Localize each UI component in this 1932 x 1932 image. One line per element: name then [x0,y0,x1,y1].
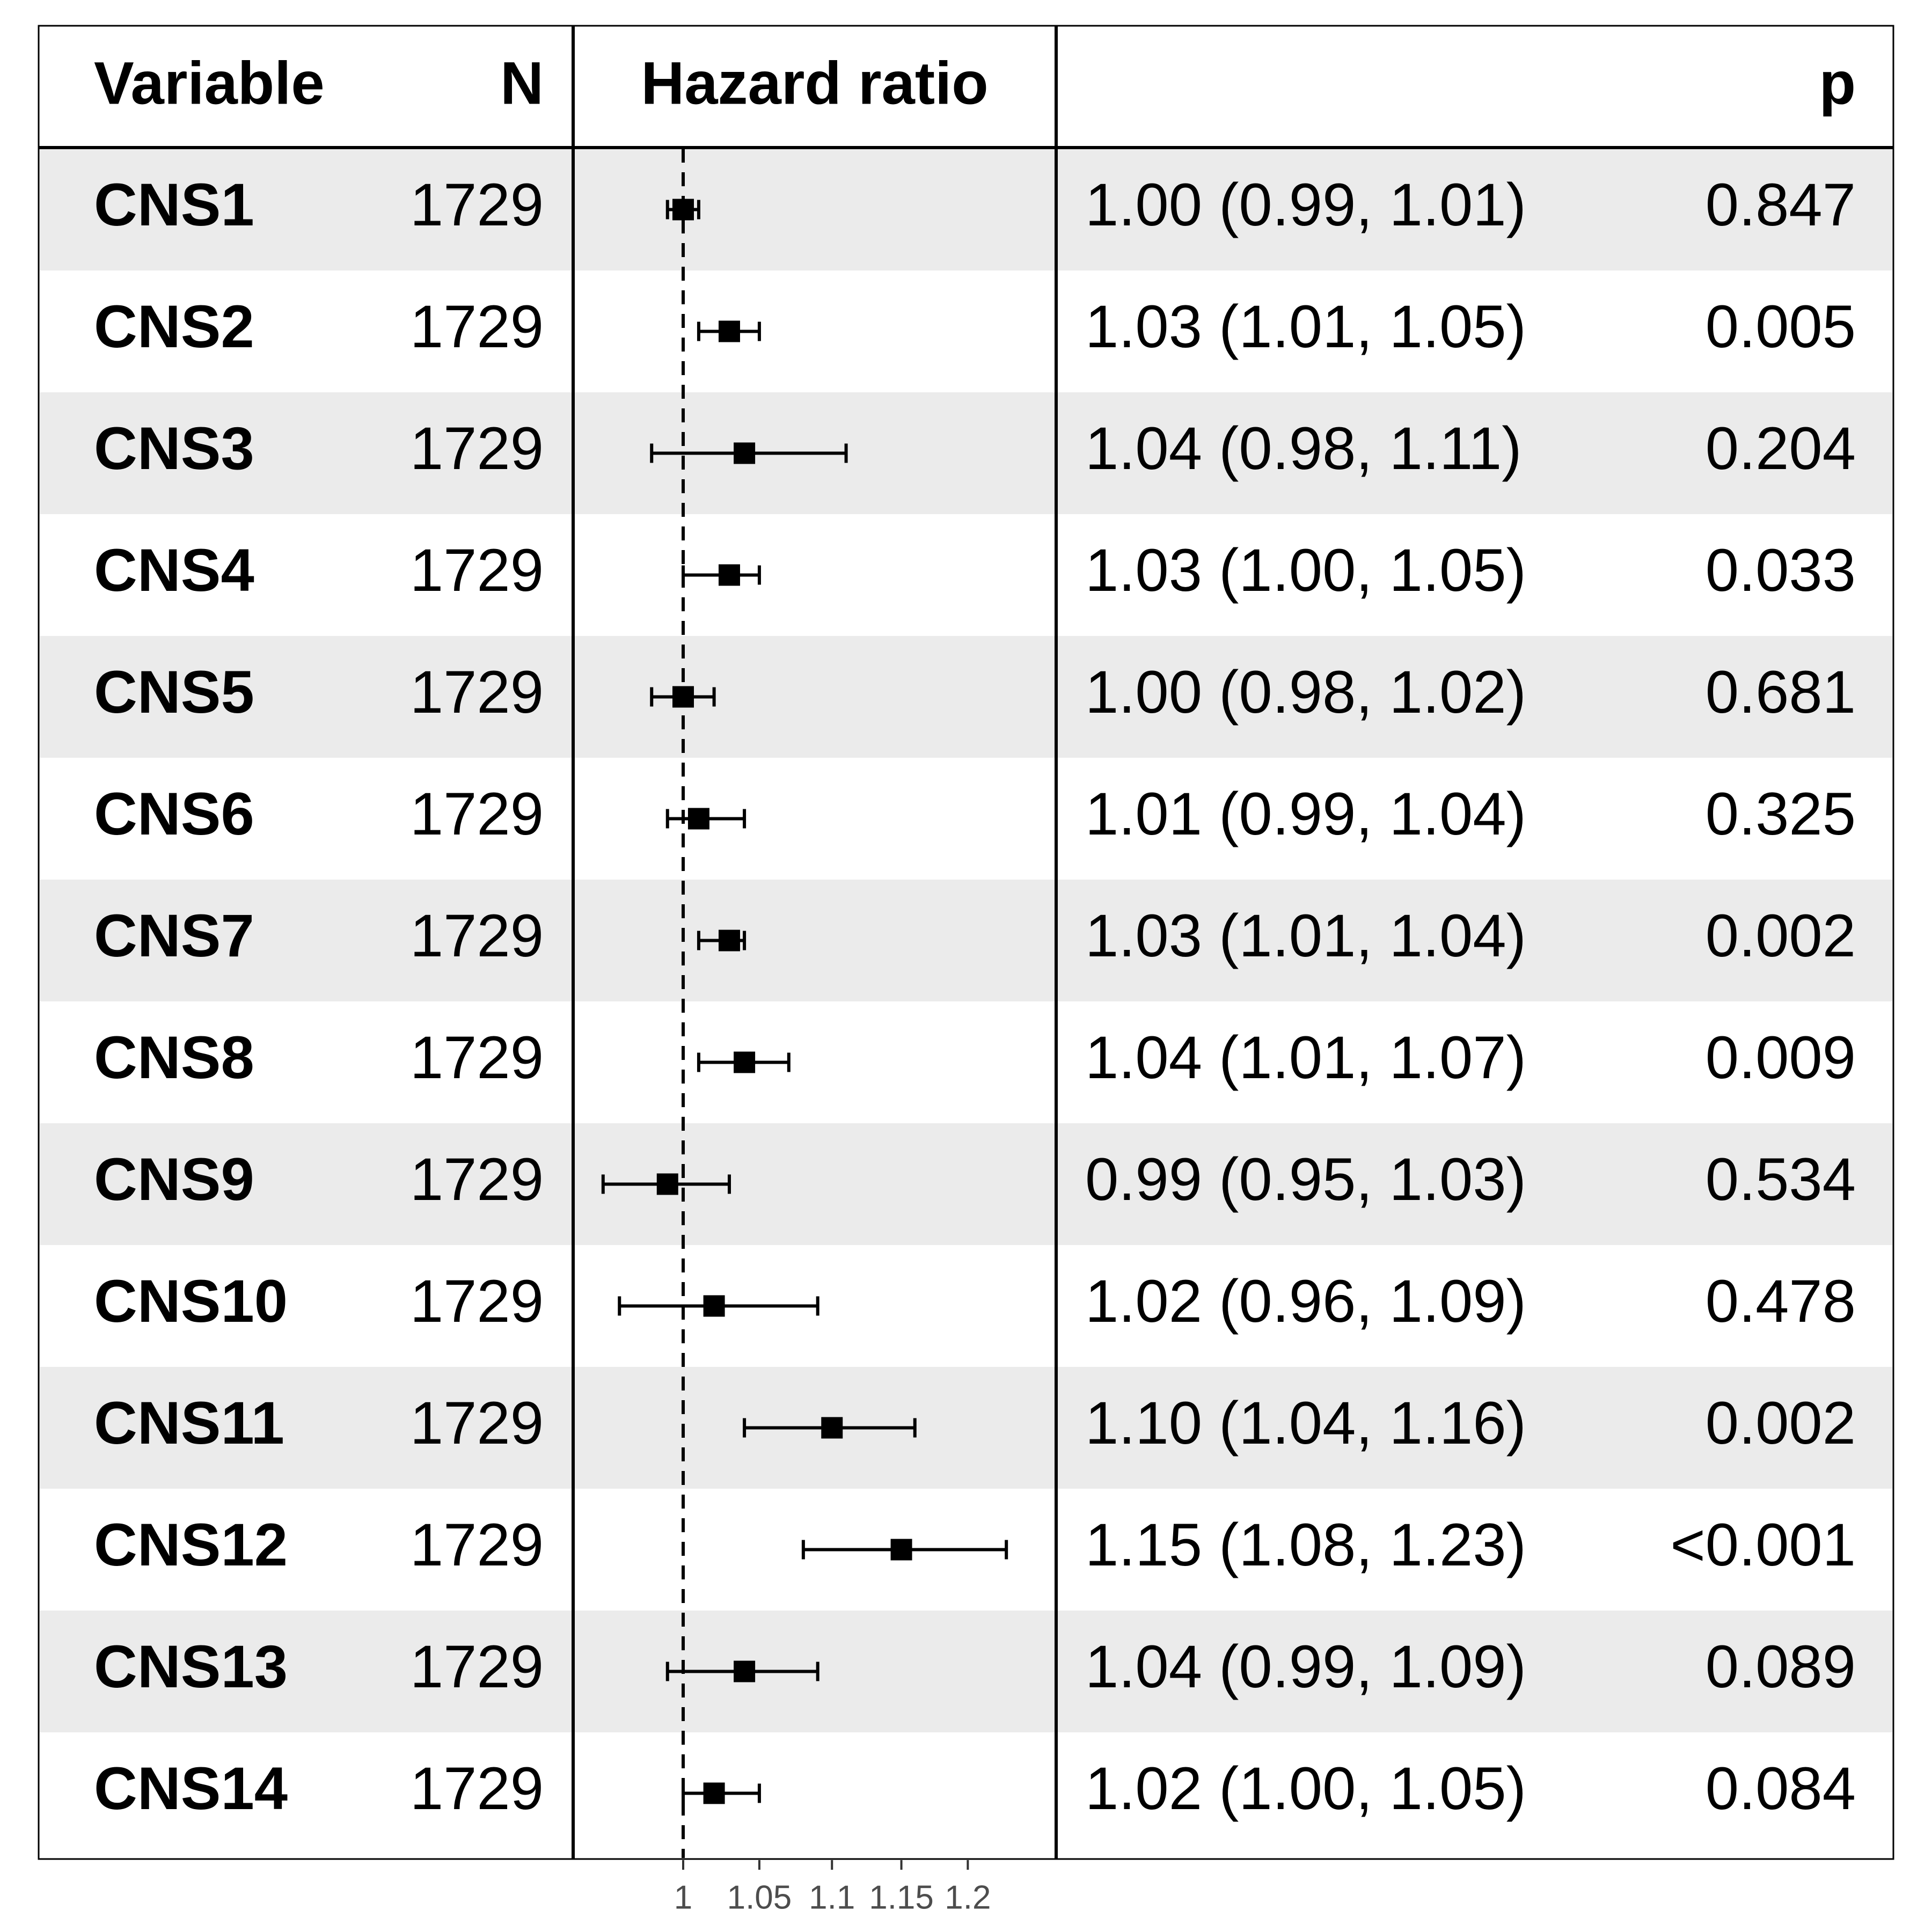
row-hr-ci-text: 1.02 (1.00, 1.05) [1085,1755,1526,1822]
row-n-value: 1729 [410,658,544,726]
row-stripe [40,392,1892,514]
row-p-value: 0.089 [1706,1633,1856,1700]
row-variable-label: CNS10 [94,1268,288,1335]
row-p-value: 0.084 [1706,1755,1856,1822]
row-variable-label: CNS14 [94,1755,288,1822]
row-p-value: 0.204 [1706,415,1856,482]
outer-border [38,25,1894,1860]
row-variable-label: CNS13 [94,1633,288,1700]
hr-point [703,1782,725,1804]
x-tick-label: 1.15 [869,1879,934,1916]
hr-point [734,442,756,464]
x-tick-label: 1.05 [727,1879,792,1916]
plot-area [601,149,1008,1858]
hr-point [734,1660,756,1682]
hr-point [718,320,740,342]
row-hr-ci-text: 1.03 (1.00, 1.05) [1085,537,1526,604]
row-p-value: 0.325 [1706,780,1856,847]
row-variable-label: CNS8 [94,1024,254,1091]
row-p-value: 0.002 [1706,1389,1856,1457]
x-axis: 1 1.05 1.1 1.15 1.2 [674,1860,991,1916]
hr-point [821,1417,843,1439]
row-hr-ci-text: 1.04 (1.01, 1.07) [1085,1024,1526,1091]
row-variable-label: CNS5 [94,658,254,726]
row-p-value: 0.847 [1706,171,1856,238]
row-p-value: 0.005 [1706,293,1856,360]
row-hr-ci-text: 1.03 (1.01, 1.04) [1085,902,1526,969]
row-variable-label: CNS1 [94,171,254,238]
row-variable-label: CNS11 [94,1389,284,1457]
row-n-value: 1729 [410,1755,544,1822]
table-header: Variable N Hazard ratio p [94,50,1856,117]
row-hr-ci-text: 1.01 (0.99, 1.04) [1085,780,1526,847]
row-n-value: 1729 [410,1268,544,1335]
row-p-value: 0.681 [1706,658,1856,726]
row-variable-label: CNS2 [94,293,254,360]
row-variable-label: CNS6 [94,780,254,847]
header-n: N [500,50,544,117]
hr-point [734,1051,756,1073]
row-hr-ci-text: 1.04 (0.99, 1.09) [1085,1633,1526,1700]
row-stripe [40,880,1892,1001]
row-n-value: 1729 [410,293,544,360]
x-tick-label: 1.2 [945,1879,991,1916]
header-p: p [1819,50,1856,117]
row-variable-label: CNS4 [94,537,254,604]
row-variable-label: CNS3 [94,415,254,482]
row-p-value: 0.478 [1706,1268,1856,1335]
header-hazard-ratio: Hazard ratio [641,50,988,117]
row-p-value: 0.009 [1706,1024,1856,1091]
row-hr-ci-text: 0.99 (0.95, 1.03) [1085,1146,1526,1213]
row-n-value: 1729 [410,780,544,847]
row-stripes [40,149,1892,1732]
header-variable: Variable [94,50,325,117]
hr-point [656,1173,678,1195]
hr-point [703,1295,725,1317]
row-n-value: 1729 [410,415,544,482]
row-n-value: 1729 [410,902,544,969]
row-p-value: 0.033 [1706,537,1856,604]
row-n-value: 1729 [410,1146,544,1213]
hr-point [890,1539,912,1561]
hr-point [718,564,740,586]
row-hr-ci-text: 1.10 (1.04, 1.16) [1085,1389,1526,1457]
row-p-value: 0.534 [1706,1146,1856,1213]
row-hr-ci-text: 1.02 (0.96, 1.09) [1085,1268,1526,1335]
row-p-value: 0.002 [1706,902,1856,969]
row-variable-label: CNS12 [94,1511,288,1578]
row-variable-label: CNS9 [94,1146,254,1213]
row-n-value: 1729 [410,1633,544,1700]
row-hr-ci-text: 1.03 (1.01, 1.05) [1085,293,1526,360]
row-hr-ci-text: 1.00 (0.99, 1.01) [1085,171,1526,238]
row-stripe [40,1367,1892,1489]
row-hr-ci-text: 1.04 (0.98, 1.11) [1085,415,1522,482]
table-frame [38,25,1894,1860]
row-n-value: 1729 [410,1024,544,1091]
x-tick-label: 1.1 [809,1879,855,1916]
row-p-value: <0.001 [1670,1511,1856,1578]
hr-point [687,808,709,830]
x-tick-label: 1 [674,1879,692,1916]
hr-point [718,930,740,952]
row-stripe [40,1123,1892,1245]
table-rows: CNS1 1729 1.00 (0.99, 1.01) 0.847 CNS2 1729 1.… [94,171,1856,1822]
row-n-value: 1729 [410,171,544,238]
row-stripe [40,636,1892,758]
row-variable-label: CNS7 [94,902,254,969]
row-hr-ci-text: 1.00 (0.98, 1.02) [1085,658,1526,726]
row-hr-ci-text: 1.15 (1.08, 1.23) [1085,1511,1526,1578]
row-n-value: 1729 [410,1389,544,1457]
row-n-value: 1729 [410,537,544,604]
row-n-value: 1729 [410,1511,544,1578]
row-stripe [40,1611,1892,1732]
row-stripe [40,149,1892,270]
